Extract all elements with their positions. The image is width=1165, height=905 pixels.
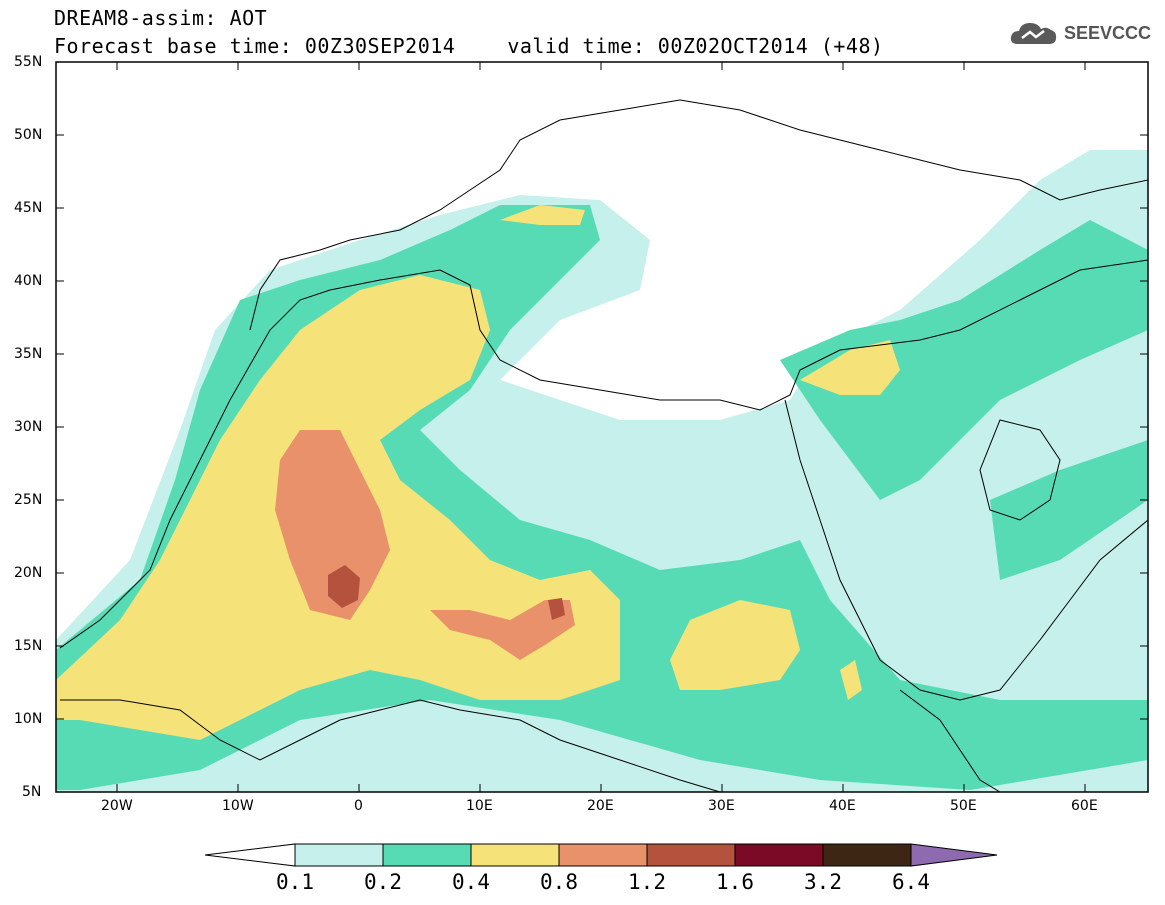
colorbar-bin bbox=[646, 843, 736, 867]
colorbar-label: 0.2 bbox=[364, 870, 402, 894]
lon-ticks bbox=[116, 62, 1086, 792]
logo-text: SEEVCCC bbox=[1063, 22, 1151, 43]
colorbar-over-arrow bbox=[910, 843, 998, 867]
colorbar-label: 3.2 bbox=[804, 870, 842, 894]
lon-label: 10W bbox=[222, 798, 254, 814]
lat-label: 20N bbox=[14, 565, 43, 581]
colorbar-bin bbox=[294, 843, 384, 867]
colorbar-under-arrow bbox=[205, 843, 296, 867]
lat-label: 15N bbox=[14, 638, 43, 654]
lat-label: 40N bbox=[14, 273, 43, 289]
colorbar-bin bbox=[734, 843, 824, 867]
colorbar-label: 6.4 bbox=[892, 870, 930, 894]
colorbar-bin bbox=[470, 843, 560, 867]
lon-label: 10E bbox=[466, 798, 493, 814]
lat-label: 25N bbox=[14, 492, 43, 508]
base-time: Forecast base time: 00Z30SEP2014 bbox=[54, 34, 456, 58]
lat-label: 50N bbox=[14, 127, 43, 143]
lat-label: 30N bbox=[14, 419, 43, 435]
lat-label: 5N bbox=[22, 784, 42, 800]
colorbar-bin bbox=[822, 843, 912, 867]
lat-ticks bbox=[56, 61, 1148, 720]
colorbar-label: 0.8 bbox=[540, 870, 578, 894]
colorbar-label: 1.2 bbox=[628, 870, 666, 894]
aot-field bbox=[56, 150, 1148, 792]
lon-label: 40E bbox=[829, 798, 856, 814]
valid-time: valid time: 00Z02OCT2014 (+48) bbox=[507, 34, 884, 58]
lon-label: 60E bbox=[1071, 798, 1098, 814]
lon-label: 0 bbox=[354, 798, 363, 814]
lon-label: 20E bbox=[587, 798, 614, 814]
colorbar-bin bbox=[558, 843, 648, 867]
lat-label: 45N bbox=[14, 200, 43, 216]
lon-label: 50E bbox=[950, 798, 977, 814]
lat-label: 55N bbox=[14, 54, 43, 70]
lat-label: 35N bbox=[14, 346, 43, 362]
colorbar-bin bbox=[382, 843, 472, 867]
colorbar-label: 0.4 bbox=[452, 870, 490, 894]
seevccc-logo: SEEVCCC bbox=[1008, 18, 1151, 48]
cloud-icon bbox=[1010, 23, 1057, 44]
lat-label: 10N bbox=[14, 711, 43, 727]
lon-label: 20W bbox=[101, 798, 133, 814]
colorbar bbox=[205, 843, 998, 867]
lon-label: 30E bbox=[708, 798, 735, 814]
colorbar-label: 0.1 bbox=[276, 870, 314, 894]
coastlines bbox=[59, 99, 1148, 792]
colorbar-label: 1.6 bbox=[716, 870, 754, 894]
title-line-2: Forecast base time: 00Z30SEP2014 valid ti… bbox=[54, 34, 884, 58]
title-line-1: DREAM8-assim: AOT bbox=[54, 6, 268, 30]
